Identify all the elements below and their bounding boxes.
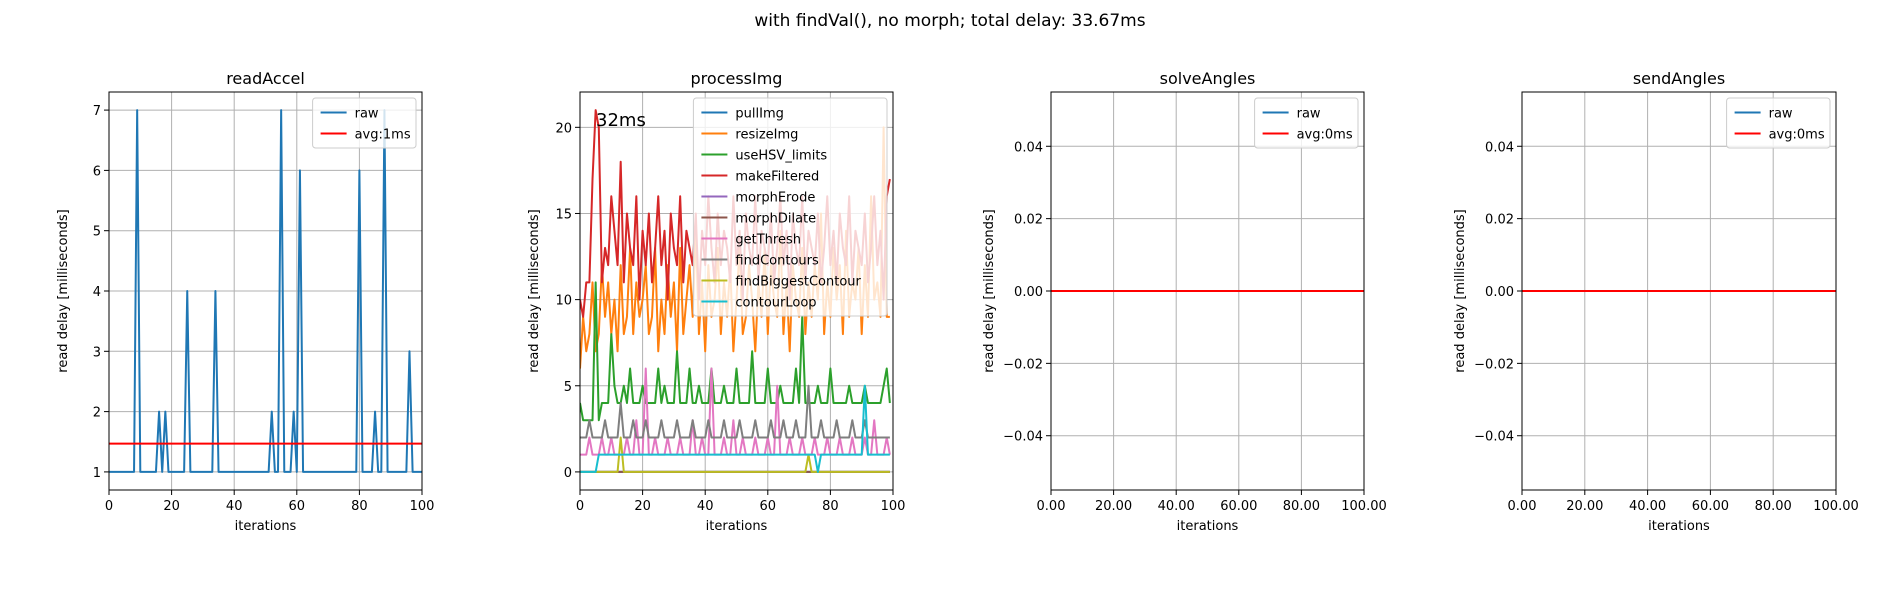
chart-title: processImg — [691, 69, 783, 88]
x-tick-label: 100 — [410, 499, 435, 514]
x-tick-label: 0.00 — [1508, 499, 1537, 514]
legend-label: raw — [1769, 107, 1793, 122]
legend-label: pullImg — [735, 107, 783, 122]
legend-label: resizeImg — [735, 128, 798, 143]
y-tick-label: 0.04 — [1485, 140, 1514, 155]
panel-processImg: 0 20 40 60 80 100 0 5 10 15 20 processImg iterations… — [527, 69, 905, 534]
x-tick-label: 0 — [576, 499, 584, 514]
y-tick-label: −0.04 — [1003, 430, 1043, 445]
legend-label: avg:0ms — [1297, 128, 1353, 143]
x-tick-label: 100.00 — [1813, 499, 1859, 514]
x-tick-label: 100.00 — [1341, 499, 1387, 514]
legend-label: contourLoop — [735, 296, 816, 311]
y-tick-label: 0.04 — [1014, 140, 1043, 155]
x-tick-label: 60 — [289, 499, 306, 514]
y-tick-label: 10 — [555, 294, 572, 309]
axes-frame — [579, 91, 894, 491]
x-tick-label: 40.00 — [1158, 499, 1195, 514]
y-tick-label: −0.02 — [1474, 357, 1514, 372]
legend-box — [692, 97, 888, 317]
chart-title: solveAngles — [1160, 69, 1256, 88]
legend-label: avg:0ms — [1769, 128, 1825, 143]
y-tick-label: 2 — [93, 406, 101, 421]
panel-readAccel: 0 20 40 60 80 100 1 2 3 4 5 6 7 readAccel iterations re… — [56, 69, 434, 534]
legend-label: raw — [1297, 107, 1321, 122]
x-tick-label: 100 — [881, 499, 906, 514]
y-tick-label: 15 — [555, 207, 572, 222]
x-tick-label: 80.00 — [1283, 499, 1320, 514]
legend-box — [1254, 97, 1359, 149]
legend: raw avg:0ms — [1254, 97, 1359, 149]
y-tick-label: 6 — [93, 164, 101, 179]
panel-sendAngles: 0.00 20.00 40.00 60.00 80.00 100.00 −0.04 −0.02… — [1453, 69, 1859, 534]
legend: raw avg:1ms — [312, 97, 417, 149]
y-axis-label: read delay [milliseconds] — [982, 209, 997, 372]
x-tick-label: 0 — [105, 499, 113, 514]
figure-title: with findVal(), no morph; total delay: 3… — [754, 11, 1145, 31]
chart-title: readAccel — [226, 69, 305, 88]
y-tick-label: 0.00 — [1485, 285, 1514, 300]
x-tick-label: 80 — [822, 499, 839, 514]
x-tick-label: 20.00 — [1095, 499, 1132, 514]
y-tick-label: −0.04 — [1474, 430, 1514, 445]
y-tick-label: 1 — [93, 466, 101, 481]
x-tick-label: 80 — [351, 499, 368, 514]
x-tick-label: 40.00 — [1629, 499, 1666, 514]
y-tick-label: 7 — [93, 104, 101, 119]
legend-label: makeFiltered — [735, 170, 819, 185]
legend: raw avg:0ms — [1726, 97, 1831, 149]
x-tick-label: 40 — [697, 499, 714, 514]
series-line-findContours — [580, 384, 890, 439]
y-tick-label: 5 — [564, 380, 572, 395]
x-tick-label: 40 — [226, 499, 243, 514]
y-tick-label: 0.02 — [1014, 213, 1043, 228]
series-group — [109, 109, 422, 473]
series-line-contourLoop — [580, 384, 890, 473]
legend-label: useHSV_limits — [735, 149, 827, 164]
y-axis-label: read delay [milliseconds] — [1453, 209, 1468, 372]
x-axis-label: iterations — [1177, 519, 1239, 534]
x-tick-label: 20 — [163, 499, 180, 514]
x-tick-label: 60 — [760, 499, 777, 514]
y-tick-label: 3 — [93, 345, 101, 360]
y-tick-label: −0.02 — [1003, 357, 1043, 372]
x-tick-label: 0.00 — [1037, 499, 1066, 514]
legend-label: getThresh — [735, 233, 801, 248]
x-tick-label: 20 — [634, 499, 651, 514]
x-axis-label: iterations — [235, 519, 297, 534]
legend-label: raw — [355, 107, 379, 122]
legend-label: morphDilate — [735, 212, 816, 227]
y-tick-label: 0 — [564, 466, 572, 481]
series-line-findBiggestContour — [580, 436, 890, 473]
y-axis-label: read delay [milliseconds] — [527, 209, 542, 372]
legend-box — [1726, 97, 1831, 149]
legend-label: avg:1ms — [355, 128, 411, 143]
x-tick-label: 60.00 — [1692, 499, 1729, 514]
legend-box — [312, 97, 417, 149]
series-line-useHSV_limits — [580, 281, 891, 422]
x-axis-label: iterations — [706, 519, 768, 534]
legend-label: morphErode — [735, 191, 815, 206]
panel-solveAngles: 0.00 20.00 40.00 60.00 80.00 100.00 −0.04 −0.02… — [982, 69, 1387, 534]
series-line-raw — [109, 109, 422, 473]
x-axis-label: iterations — [1648, 519, 1710, 534]
y-tick-label: 0.02 — [1485, 213, 1514, 228]
y-axis-label: read delay [milliseconds] — [56, 209, 71, 372]
x-tick-label: 80.00 — [1755, 499, 1792, 514]
y-tick-label: 0.00 — [1014, 285, 1043, 300]
x-tick-label: 20.00 — [1566, 499, 1603, 514]
chart-annotation: 32ms — [596, 110, 646, 131]
legend: pullImg resizeImg useHSV_limits makeFiltere… — [692, 97, 888, 317]
chart-title: sendAngles — [1633, 69, 1725, 88]
legend-label: findContours — [735, 254, 819, 269]
y-tick-label: 5 — [93, 225, 101, 240]
x-tick-label: 60.00 — [1220, 499, 1257, 514]
y-tick-label: 20 — [555, 121, 572, 136]
legend-label: findBiggestContour — [735, 275, 861, 290]
y-tick-label: 4 — [93, 285, 101, 300]
